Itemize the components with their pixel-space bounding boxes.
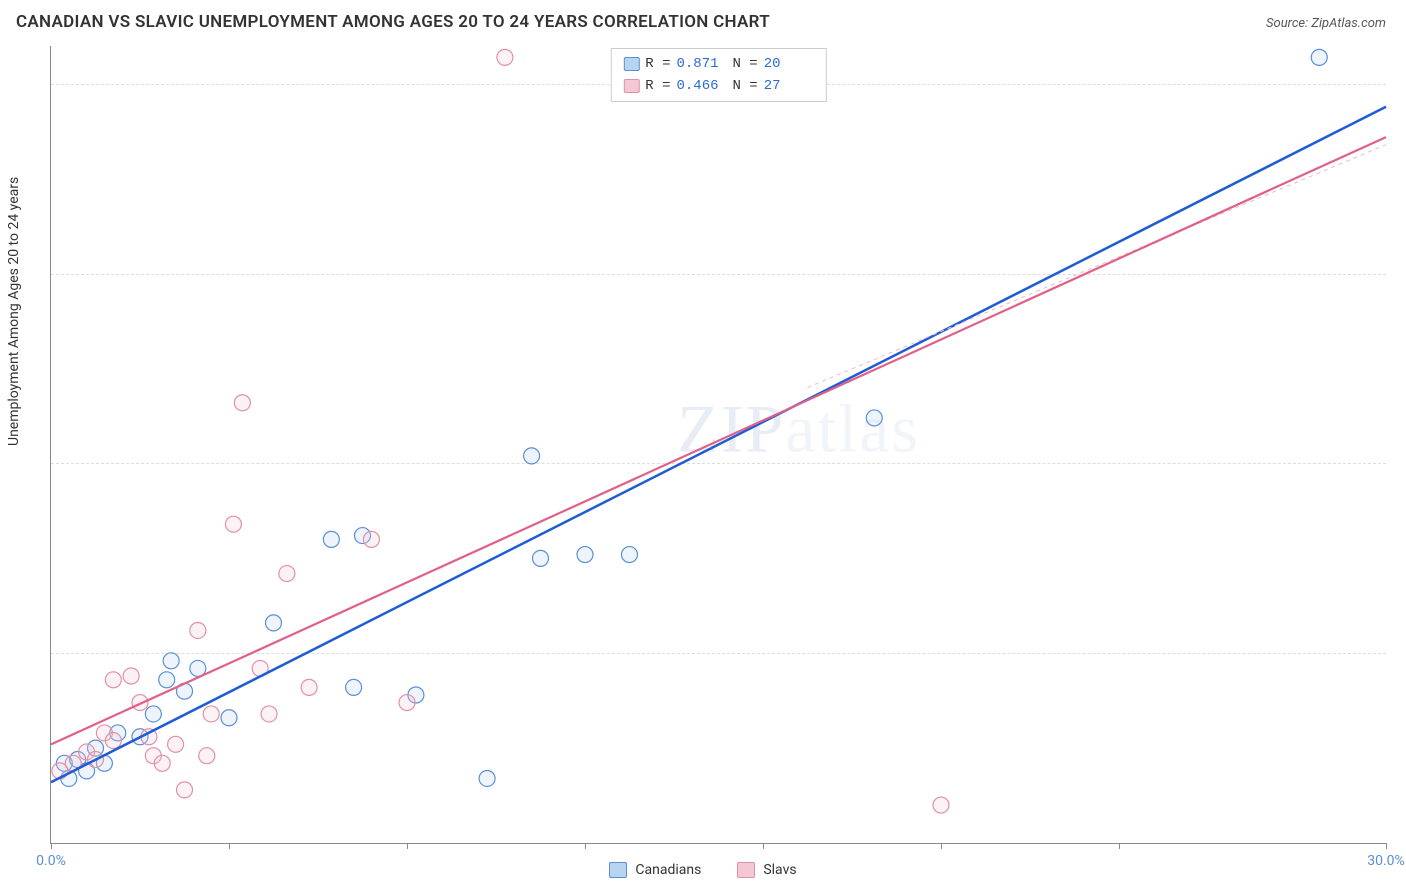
legend-item-canadians: Canadians: [609, 862, 701, 878]
data-point: [479, 770, 495, 786]
data-point: [199, 748, 215, 764]
legend: Canadians Slavs: [0, 862, 1406, 878]
regression-line-dashed: [808, 145, 1387, 388]
data-point: [533, 550, 549, 566]
scatter-svg: [51, 46, 1386, 843]
stats-swatch-canadians: [623, 57, 639, 71]
data-point: [168, 736, 184, 752]
x-tick: [763, 843, 764, 849]
stats-n-value: 20: [764, 53, 814, 75]
data-point: [159, 672, 175, 688]
data-point: [497, 49, 513, 65]
data-point: [221, 710, 237, 726]
data-point: [622, 547, 638, 563]
stats-r-value: 0.871: [677, 53, 727, 75]
chart-header: CANADIAN VS SLAVIC UNEMPLOYMENT AMONG AG…: [0, 0, 1406, 38]
data-point: [105, 672, 121, 688]
legend-label: Canadians: [635, 862, 701, 878]
legend-swatch-slavs: [737, 862, 755, 878]
data-point: [261, 706, 277, 722]
data-point: [279, 566, 295, 582]
stats-box: R = 0.871 N = 20 R = 0.466 N = 27: [610, 48, 826, 102]
data-point: [190, 622, 206, 638]
x-tick: [1386, 843, 1387, 849]
data-point: [524, 448, 540, 464]
stats-swatch-slavs: [623, 79, 639, 93]
data-point: [123, 668, 139, 684]
stats-r-label: R =: [645, 75, 670, 97]
x-tick: [51, 843, 52, 849]
plot-area: ZIPatlas 25.0%50.0%75.0%100.0%0.0%30.0% …: [50, 46, 1386, 844]
y-tick-label: 25.0%: [1394, 645, 1406, 661]
data-point: [301, 679, 317, 695]
data-point: [933, 797, 949, 813]
data-point: [399, 695, 415, 711]
data-point: [203, 706, 219, 722]
x-tick: [585, 843, 586, 849]
y-axis-title: Unemployment Among Ages 20 to 24 years: [6, 177, 22, 446]
data-point: [177, 782, 193, 798]
stats-n-value: 27: [764, 75, 814, 97]
data-point: [163, 653, 179, 669]
stats-n-label: N =: [733, 53, 758, 75]
legend-item-slavs: Slavs: [737, 862, 796, 878]
data-point: [577, 547, 593, 563]
stats-r-value: 0.466: [677, 75, 727, 97]
regression-line: [51, 137, 1386, 744]
data-point: [266, 615, 282, 631]
x-tick: [407, 843, 408, 849]
x-tick: [229, 843, 230, 849]
data-point: [1311, 49, 1327, 65]
stats-r-label: R =: [645, 53, 670, 75]
data-point: [154, 755, 170, 771]
y-tick-label: 50.0%: [1394, 455, 1406, 471]
data-point: [145, 706, 161, 722]
data-point: [363, 531, 379, 547]
regression-line: [51, 107, 1386, 783]
legend-label: Slavs: [763, 862, 796, 878]
data-point: [346, 679, 362, 695]
data-point: [234, 395, 250, 411]
data-point: [225, 516, 241, 532]
stats-n-label: N =: [733, 75, 758, 97]
y-tick-label: 100.0%: [1394, 76, 1406, 92]
source-attribution: Source: ZipAtlas.com: [1266, 16, 1386, 31]
data-point: [866, 410, 882, 426]
data-point: [132, 695, 148, 711]
data-point: [105, 733, 121, 749]
y-tick-label: 75.0%: [1394, 266, 1406, 282]
x-tick: [941, 843, 942, 849]
chart-title: CANADIAN VS SLAVIC UNEMPLOYMENT AMONG AG…: [16, 12, 770, 32]
data-point: [323, 531, 339, 547]
x-tick: [1119, 843, 1120, 849]
legend-swatch-canadians: [609, 862, 627, 878]
stats-row-canadians: R = 0.871 N = 20: [623, 53, 813, 75]
stats-row-slavs: R = 0.466 N = 27: [623, 75, 813, 97]
